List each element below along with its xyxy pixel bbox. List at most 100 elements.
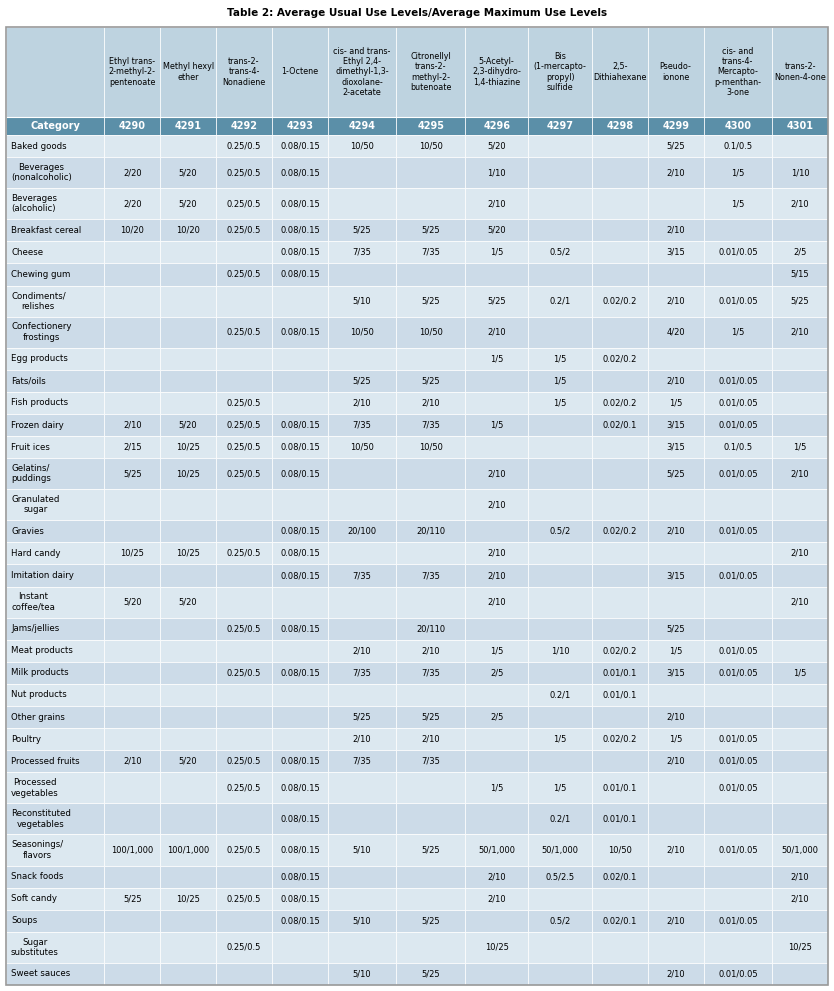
Bar bbox=[465, 910, 529, 932]
Text: 2/10: 2/10 bbox=[666, 527, 685, 536]
Bar bbox=[396, 772, 465, 804]
Text: 4294: 4294 bbox=[349, 121, 375, 131]
Bar bbox=[529, 888, 592, 910]
Bar bbox=[529, 316, 592, 348]
Text: trans-2-
Nonen-4-one: trans-2- Nonen-4-one bbox=[774, 62, 826, 81]
Text: 0.2/1: 0.2/1 bbox=[550, 815, 570, 824]
Bar bbox=[465, 963, 529, 985]
Bar bbox=[704, 750, 772, 772]
Bar bbox=[592, 436, 648, 458]
Text: 2/10: 2/10 bbox=[487, 872, 506, 881]
Bar bbox=[772, 932, 828, 963]
Bar bbox=[465, 348, 529, 370]
Text: 1-Octene: 1-Octene bbox=[281, 67, 319, 76]
Text: 0.02/0.2: 0.02/0.2 bbox=[603, 354, 637, 364]
Text: 10/50: 10/50 bbox=[350, 142, 374, 151]
Text: 0.02/0.1: 0.02/0.1 bbox=[603, 420, 637, 429]
Text: 2/10: 2/10 bbox=[487, 199, 506, 208]
Text: cis- and trans-
Ethyl 2,4-
dimethyl-1,3-
dioxolane-
2-acetate: cis- and trans- Ethyl 2,4- dimethyl-1,3-… bbox=[334, 47, 391, 97]
Text: 0.08/0.15: 0.08/0.15 bbox=[280, 248, 319, 257]
Bar bbox=[272, 684, 328, 706]
Bar bbox=[465, 728, 529, 750]
Text: 1/5: 1/5 bbox=[490, 783, 504, 793]
Bar bbox=[396, 617, 465, 640]
Text: 0.25/0.5: 0.25/0.5 bbox=[227, 226, 261, 235]
Bar bbox=[465, 565, 529, 587]
Bar bbox=[529, 617, 592, 640]
Text: 50/1,000: 50/1,000 bbox=[781, 845, 819, 854]
Bar bbox=[328, 219, 396, 242]
Text: 0.01/0.1: 0.01/0.1 bbox=[603, 691, 637, 700]
Text: 1/5: 1/5 bbox=[554, 377, 567, 385]
Bar bbox=[272, 370, 328, 391]
Bar bbox=[216, 285, 272, 316]
Text: 7/35: 7/35 bbox=[421, 248, 440, 257]
Bar bbox=[272, 490, 328, 520]
Text: Frozen dairy: Frozen dairy bbox=[11, 420, 63, 429]
Bar bbox=[704, 135, 772, 158]
Text: 2/10: 2/10 bbox=[353, 398, 371, 407]
Bar bbox=[529, 27, 592, 117]
Bar bbox=[160, 617, 216, 640]
Bar bbox=[592, 264, 648, 285]
Text: 0.02/0.2: 0.02/0.2 bbox=[603, 398, 637, 407]
Text: 4292: 4292 bbox=[230, 121, 258, 131]
Text: Other grains: Other grains bbox=[11, 713, 65, 721]
Bar bbox=[160, 565, 216, 587]
Text: 2/10: 2/10 bbox=[123, 420, 142, 429]
Text: 10/25: 10/25 bbox=[120, 549, 144, 558]
Bar bbox=[104, 684, 160, 706]
Text: 10/20: 10/20 bbox=[120, 226, 144, 235]
Bar bbox=[160, 772, 216, 804]
Bar bbox=[648, 414, 704, 436]
Bar bbox=[772, 285, 828, 316]
Bar bbox=[328, 684, 396, 706]
Bar bbox=[704, 865, 772, 888]
Text: 1/5: 1/5 bbox=[490, 248, 504, 257]
Bar bbox=[529, 684, 592, 706]
Text: 20/110: 20/110 bbox=[416, 624, 445, 633]
Bar bbox=[396, 414, 465, 436]
Bar bbox=[648, 490, 704, 520]
Bar bbox=[772, 565, 828, 587]
Bar bbox=[648, 458, 704, 490]
Text: 2/10: 2/10 bbox=[421, 398, 440, 407]
Bar bbox=[465, 617, 529, 640]
Bar bbox=[104, 117, 160, 135]
Bar bbox=[6, 587, 104, 617]
Bar bbox=[465, 587, 529, 617]
Text: Cheese: Cheese bbox=[11, 248, 43, 257]
Bar bbox=[396, 348, 465, 370]
Bar bbox=[465, 804, 529, 834]
Bar bbox=[648, 804, 704, 834]
Text: 2/10: 2/10 bbox=[487, 500, 506, 509]
Text: 2/20: 2/20 bbox=[123, 168, 142, 177]
Bar bbox=[396, 888, 465, 910]
Bar bbox=[272, 135, 328, 158]
Bar bbox=[772, 490, 828, 520]
Bar bbox=[216, 316, 272, 348]
Text: 4297: 4297 bbox=[546, 121, 574, 131]
Bar bbox=[216, 963, 272, 985]
Bar bbox=[272, 662, 328, 684]
Bar bbox=[648, 348, 704, 370]
Text: 0.25/0.5: 0.25/0.5 bbox=[227, 624, 261, 633]
Bar bbox=[6, 436, 104, 458]
Bar bbox=[328, 750, 396, 772]
Bar bbox=[648, 27, 704, 117]
Bar bbox=[648, 684, 704, 706]
Bar bbox=[704, 458, 772, 490]
Bar bbox=[648, 834, 704, 865]
Bar bbox=[396, 728, 465, 750]
Bar bbox=[6, 640, 104, 662]
Bar bbox=[216, 135, 272, 158]
Text: 0.08/0.15: 0.08/0.15 bbox=[280, 783, 319, 793]
Bar bbox=[592, 391, 648, 414]
Text: 1/5: 1/5 bbox=[793, 443, 806, 452]
Bar bbox=[648, 728, 704, 750]
Bar bbox=[160, 834, 216, 865]
Bar bbox=[529, 490, 592, 520]
Bar bbox=[104, 135, 160, 158]
Bar bbox=[160, 640, 216, 662]
Text: 5/15: 5/15 bbox=[791, 270, 809, 279]
